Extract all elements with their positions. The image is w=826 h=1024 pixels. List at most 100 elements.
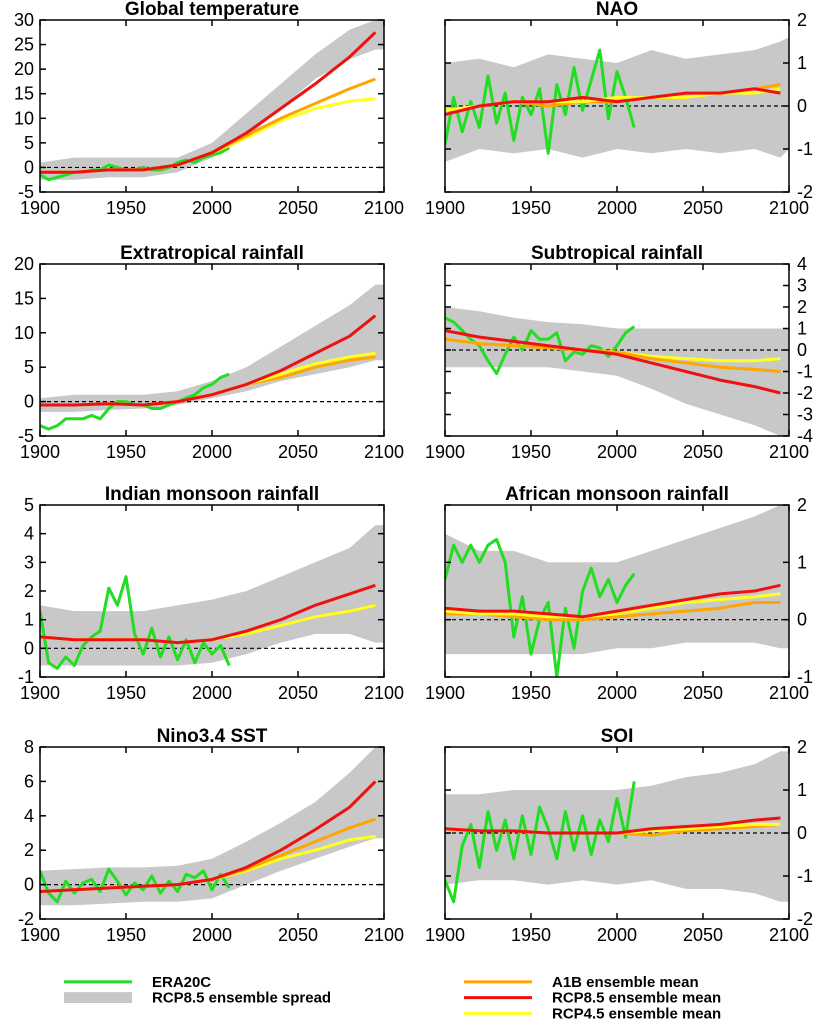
panel-title: African monsoon rainfall: [505, 484, 729, 505]
y-tick-label: 2: [797, 10, 807, 30]
y-tick-label: -2: [797, 182, 813, 202]
y-tick-label: 0: [797, 340, 807, 360]
panel-title: Nino3.4 SST: [157, 726, 268, 747]
plot-area: [40, 747, 384, 906]
series-line-rcp85: [445, 87, 781, 117]
series-line-era20c: [40, 575, 231, 670]
series-line-a1b: [445, 601, 781, 622]
panel-title: Subtropical rainfall: [531, 243, 703, 264]
x-tick-label: 2050: [278, 198, 318, 218]
y-tick-label: 3: [797, 276, 807, 296]
y-tick-label: 5: [24, 133, 34, 153]
series-line-rcp85: [40, 31, 377, 174]
legend: ERA20C RCP8.5 ensemble spread A1B ensemb…: [64, 975, 721, 1022]
x-tick-label: 2100: [769, 925, 809, 945]
y-tick-label: 8: [24, 737, 34, 757]
x-tick-label: 1900: [425, 442, 465, 462]
x-tick-label: 2000: [192, 442, 232, 462]
y-tick-label: -1: [797, 362, 813, 382]
y-tick-label: 10: [14, 323, 34, 343]
panel-global-temperature: 1900 1950 2000 2050 2100 -5 0 5 10 15 20 25 30 Global…: [14, 0, 404, 218]
x-tick-label: 2050: [683, 683, 723, 703]
x-tick-label: 1950: [511, 442, 551, 462]
y-tick-label: 2: [797, 495, 807, 515]
y-tick-label: 20: [14, 254, 34, 274]
y-tick-label: 0: [797, 610, 807, 630]
plot-area: [445, 37, 789, 162]
x-tick-label: 1950: [106, 442, 146, 462]
y-tick-label: 0: [797, 96, 807, 116]
x-tick-label: 1950: [106, 198, 146, 218]
x-tick-label: 2050: [683, 198, 723, 218]
legend-item-spread: RCP8.5 ensemble spread: [64, 991, 331, 1006]
panel-title: NAO: [596, 0, 638, 20]
legend-item-era20c: ERA20C: [64, 975, 211, 991]
y-tick-label: 1: [797, 319, 807, 339]
spread-band: [445, 751, 789, 902]
plot-area: [445, 307, 789, 436]
spread-band: [445, 307, 789, 436]
series-line-rcp85: [40, 583, 376, 645]
y-tick-label: 2: [24, 581, 34, 601]
panel-title: Indian monsoon rainfall: [105, 484, 319, 505]
x-tick-label: 2050: [278, 683, 318, 703]
x-tick-label: 2100: [364, 925, 404, 945]
x-tick-label: 2100: [364, 442, 404, 462]
y-tick-label: -5: [18, 426, 34, 446]
legend-label-a1b: A1B ensemble mean: [552, 975, 699, 991]
x-tick-label: 1950: [106, 925, 146, 945]
x-tick-label: 2000: [597, 683, 637, 703]
y-tick-label: 1: [797, 53, 807, 73]
y-tick-label: 5: [24, 495, 34, 515]
series-line-rcp85: [445, 583, 781, 619]
plot-area: [40, 284, 384, 431]
series-line-rcp85: [445, 329, 781, 395]
y-tick-label: 0: [797, 823, 807, 843]
legend-label-rcp85: RCP8.5 ensemble mean: [552, 991, 721, 1007]
spread-band: [40, 525, 384, 666]
x-tick-label: 2000: [597, 198, 637, 218]
y-tick-label: -5: [18, 182, 34, 202]
plot-area: [40, 20, 384, 182]
y-tick-label: -1: [797, 866, 813, 886]
spread-band: [445, 505, 789, 655]
y-tick-label: 15: [14, 288, 34, 308]
y-tick-label: 20: [14, 59, 34, 79]
y-tick-label: 1: [797, 780, 807, 800]
x-tick-label: 1900: [20, 198, 60, 218]
y-tick-label: 10: [14, 108, 34, 128]
legend-item-a1b: A1B ensemble mean: [464, 975, 699, 991]
plot-area: [445, 505, 789, 677]
series-line-era20c: [445, 48, 636, 155]
series-line-rcp45: [445, 592, 781, 619]
spread-band: [40, 284, 384, 412]
series-line-rcp85: [40, 314, 377, 407]
x-tick-label: 2100: [364, 683, 404, 703]
spread-band: [445, 37, 789, 162]
y-tick-label: 4: [24, 806, 34, 826]
panel-title: SOI: [601, 726, 634, 747]
x-tick-label: 2000: [192, 925, 232, 945]
x-tick-label: 2050: [278, 442, 318, 462]
x-tick-label: 2050: [278, 925, 318, 945]
x-tick-label: 1950: [511, 683, 551, 703]
panel-indian-monsoon-rainfall: 1900 1950 2000 2050 2100 -1 0 1 2 3 4 5 Indian monso…: [18, 484, 404, 703]
series-line-rcp85: [40, 780, 377, 893]
y-tick-label: 4: [24, 524, 34, 544]
x-tick-label: 2100: [769, 198, 809, 218]
y-tick-label: -1: [18, 667, 34, 687]
x-tick-label: 2050: [683, 925, 723, 945]
y-tick-label: 4: [797, 254, 807, 274]
y-tick-label: 1: [797, 552, 807, 572]
series-line-a1b: [445, 337, 781, 373]
y-tick-label: -3: [797, 405, 813, 425]
x-tick-label: 1900: [20, 442, 60, 462]
y-tick-label: 30: [14, 10, 34, 30]
x-tick-label: 2050: [683, 442, 723, 462]
panel-nao: 1900 1950 2000 2050 2100-2 -1 0 1 2 NAO: [425, 0, 813, 218]
panel-soi: 1900 1950 2000 2050 2100-2 -1 0 1 2 SOI: [425, 726, 813, 945]
panel-african-monsoon-rainfall: 1900 1950 2000 2050 2100-1 0 1 2 African monsoon…: [425, 484, 813, 703]
